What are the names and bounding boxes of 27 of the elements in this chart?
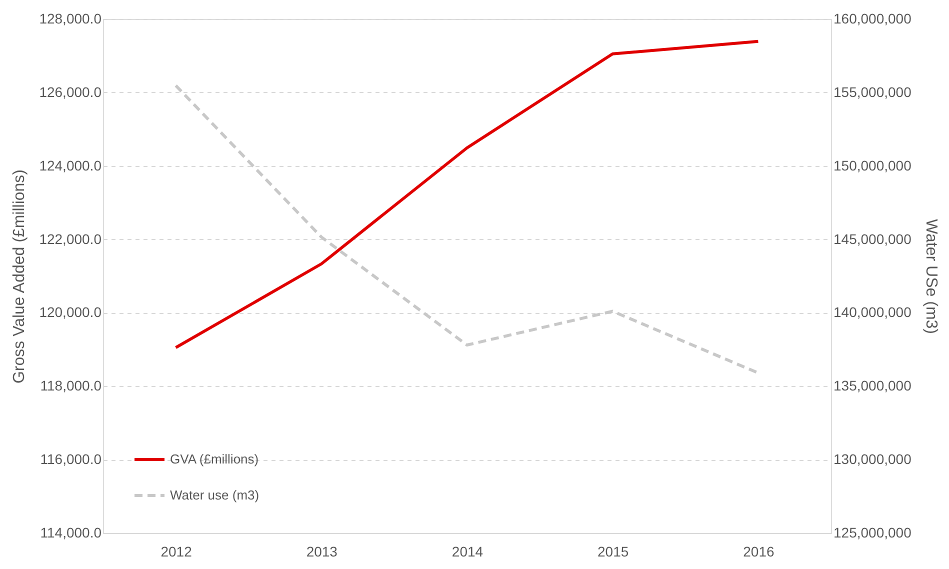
x-tick-label: 2012 — [160, 544, 192, 560]
line-series — [174, 84, 760, 374]
y2-tick-label: 160,000,000 — [834, 10, 912, 26]
legend-label: Water use (m3) — [170, 488, 260, 502]
y-tick-label: 120,000.0 — [39, 304, 102, 320]
y2-axis-title: Water USe (m3) — [922, 219, 940, 334]
x-tick-label: 2013 — [306, 544, 338, 560]
y-tick-label: 118,000.0 — [40, 378, 102, 394]
y-axis-title: Gross Value Added (£millions) — [11, 169, 28, 384]
line-series — [174, 40, 760, 350]
y-tick-label: 124,000.0 — [39, 157, 102, 174]
y-tick-label: 128,000.0 — [39, 10, 102, 26]
y-tick-label: 116,000.0 — [40, 451, 102, 468]
y2-tick-label: 140,000,000 — [834, 304, 912, 320]
y2-tick-label: 150,000,000 — [834, 157, 912, 174]
y-tick-label: 114,000.0 — [40, 524, 102, 540]
y2-tick-label: 125,000,000 — [834, 524, 912, 540]
y2-tick-label: 155,000,000 — [834, 84, 912, 100]
y2-tick-label: 145,000,000 — [834, 230, 912, 247]
y-tick-label: 126,000.0 — [39, 84, 102, 100]
y2-tick-label: 135,000,000 — [834, 378, 912, 394]
legend-label: GVA (£millions) — [170, 452, 259, 466]
x-tick-label: 2015 — [598, 544, 629, 560]
x-tick-label: 2014 — [452, 544, 484, 560]
y2-tick-label: 130,000,000 — [834, 451, 912, 468]
x-tick-label: 2016 — [743, 544, 774, 560]
y-tick-label: 122,000.0 — [39, 230, 102, 247]
